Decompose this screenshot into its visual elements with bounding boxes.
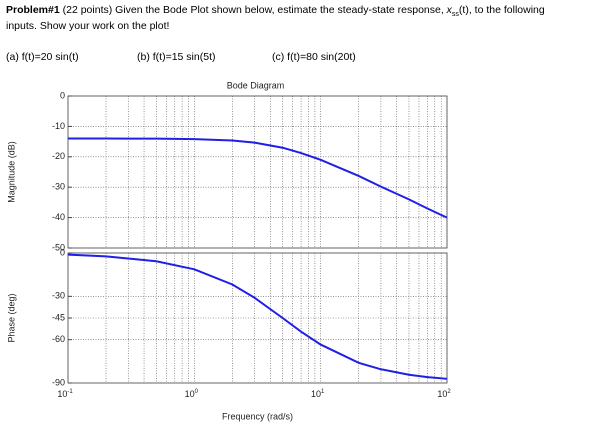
variable: x (446, 4, 452, 16)
y-axis-label: Phase (deg) (6, 293, 16, 342)
x-tick-base: 10 (311, 389, 321, 399)
statement: (22 points) Given the Bode Plot shown be… (59, 4, 447, 16)
y-tick-label: -45 (52, 312, 65, 322)
x-tick-exponent: 1 (321, 389, 325, 395)
statement-line2: inputs. Show your work on the plot! (6, 20, 170, 32)
x-tick-exponent: -1 (67, 389, 73, 395)
x-tick-label: 101 (311, 389, 325, 400)
input: (a) f(t)=20 sin(t) (6, 51, 79, 63)
subscript: ss (451, 11, 459, 19)
x-tick-base: 10 (57, 389, 67, 399)
y-tick-label: -50 (52, 242, 65, 252)
x-tick-base: 10 (185, 389, 195, 399)
y-tick-label: 0 (60, 90, 65, 100)
y-tick-label: -20 (52, 151, 65, 161)
y-tick-label: -30 (52, 291, 65, 301)
x-tick-label: 10-1 (57, 389, 73, 400)
data-line (67, 253, 448, 380)
x-tick-label: 100 (185, 389, 199, 400)
y-tick-label: -90 (52, 377, 65, 387)
y-axis-label: Magnitude (dB) (6, 141, 16, 203)
y-tick-label: -10 (52, 121, 65, 131)
y-tick-label: -30 (52, 182, 65, 192)
y-tick-label: -60 (52, 334, 65, 344)
plot-frame (67, 95, 448, 249)
input: (b) f(t)=15 sin(5t) (137, 51, 216, 63)
x-tick-exponent: 0 (195, 389, 199, 395)
x-axis-label: Frequency (rad/s) (222, 411, 293, 421)
x-tick-label: 102 (437, 389, 451, 400)
y-tick-label: -40 (52, 212, 65, 222)
plot-frame (67, 252, 448, 384)
input: (c) f(t)=80 sin(20t) (272, 51, 356, 63)
x-tick-base: 10 (437, 389, 447, 399)
statement-end: (t), to the following (458, 4, 545, 16)
chart-title: Bode Diagram (227, 80, 285, 90)
problem-label: Problem#1 (6, 4, 60, 16)
data-line (68, 137, 448, 219)
y-tick-label: 0 (60, 247, 65, 257)
x-tick-exponent: 2 (447, 389, 451, 395)
problem-line: Problem#1 (22 points) Given the Bode Plo… (6, 4, 545, 18)
